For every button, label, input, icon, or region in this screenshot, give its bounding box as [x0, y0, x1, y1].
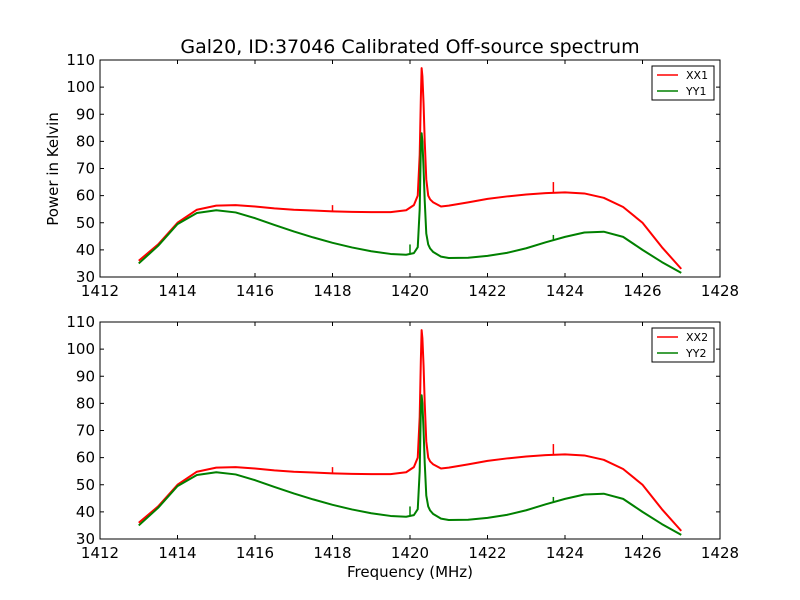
x-axis-label: Frequency (MHz) — [347, 563, 473, 581]
x-tick-label: 1422 — [468, 544, 506, 562]
legend-label: XX2 — [686, 331, 708, 344]
x-tick-label: 1412 — [81, 544, 119, 562]
y-tick-label: 70 — [76, 160, 95, 178]
x-tick-label: 1428 — [701, 544, 739, 562]
y-tick-label: 60 — [76, 187, 95, 205]
x-tick-label: 1428 — [701, 282, 739, 300]
x-tick-label: 1422 — [468, 282, 506, 300]
y-tick-label: 30 — [76, 530, 95, 548]
legend-label: YY1 — [685, 85, 706, 98]
x-tick-label: 1424 — [546, 282, 584, 300]
chart-title: Gal20, ID:37046 Calibrated Off-source sp… — [180, 36, 639, 58]
y-tick-label: 110 — [66, 51, 95, 69]
y-tick-label: 40 — [76, 241, 95, 259]
x-tick-label: 1418 — [313, 544, 351, 562]
x-tick-label: 1420 — [391, 282, 429, 300]
y-tick-label: 50 — [76, 476, 95, 494]
series-line-xx2 — [138, 329, 682, 532]
x-tick-label: 1424 — [546, 544, 584, 562]
y-tick-label: 30 — [76, 268, 95, 286]
y-tick-label: 100 — [66, 340, 95, 358]
y-tick-label: 100 — [66, 78, 95, 96]
y-tick-label: 60 — [76, 449, 95, 467]
series-line-xx1 — [138, 67, 682, 270]
y-tick-label: 80 — [76, 132, 95, 150]
x-tick-label: 1414 — [158, 282, 196, 300]
legend-label: YY2 — [685, 347, 706, 360]
y-tick-label: 110 — [66, 313, 95, 331]
legend-label: XX1 — [686, 69, 708, 82]
y-tick-label: 40 — [76, 503, 95, 521]
x-tick-label: 1414 — [158, 544, 196, 562]
x-tick-label: 1416 — [236, 544, 274, 562]
y-tick-label: 50 — [76, 214, 95, 232]
x-tick-label: 1418 — [313, 282, 351, 300]
x-tick-label: 1426 — [623, 282, 661, 300]
plot-panel-bottom: 1412 1414 1416 1418 1420 1422 1424 1426 1428 30 40… — [66, 313, 739, 562]
y-tick-label: 90 — [76, 105, 95, 123]
plot-panel-top: 1412 1414 1416 1418 1420 1422 1424 1426 1428 30 40… — [66, 51, 739, 300]
y-tick-label: 90 — [76, 367, 95, 385]
x-tick-label: 1426 — [623, 544, 661, 562]
x-tick-label: 1416 — [236, 282, 274, 300]
x-tick-label: 1412 — [81, 282, 119, 300]
y-axis-label: Power in Kelvin — [44, 112, 62, 226]
x-tick-label: 1420 — [391, 544, 429, 562]
y-tick-label: 70 — [76, 422, 95, 440]
series-line-yy2 — [138, 394, 682, 536]
series-line-yy1 — [138, 132, 682, 274]
y-tick-label: 80 — [76, 394, 95, 412]
